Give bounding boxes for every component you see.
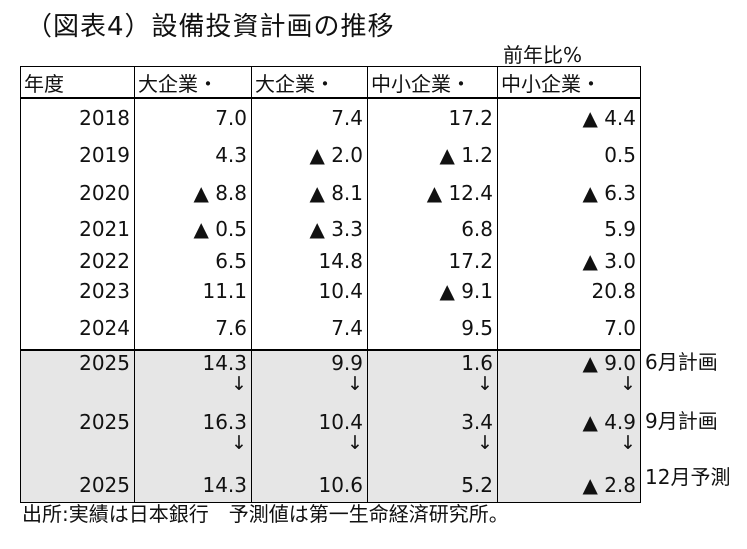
- down-arrow-icon: ↓: [231, 373, 247, 395]
- value-cell: ▲ 12.4: [367, 174, 498, 212]
- value-cell: ▲ 9.1: [367, 276, 498, 306]
- year-cell: 2024: [20, 306, 135, 351]
- value-cell: ▲ 1.2: [367, 136, 498, 174]
- value-cell: ▲ 6.3: [497, 174, 641, 212]
- header-col-1: 大企業・: [134, 66, 252, 99]
- year-cell: 2020: [20, 174, 135, 212]
- value-cell: ▲ 4.9 ↓: [497, 410, 641, 468]
- value-cell: 10.4 ↓: [251, 410, 368, 468]
- value-cell: 9.5: [367, 306, 498, 351]
- table-row: 2022 6.5 14.8 17.2 ▲ 3.0: [20, 246, 641, 276]
- value-cell: 1.6 ↓: [367, 350, 498, 410]
- table-row: 2018 7.0 7.4 17.2 ▲ 4.4: [20, 98, 641, 136]
- value-cell: 3.4 ↓: [367, 410, 498, 468]
- year-cell: 2019: [20, 136, 135, 174]
- year-cell: 2021: [20, 212, 135, 246]
- header-year: 年度: [20, 66, 135, 99]
- value-cell: 10.4: [251, 276, 368, 306]
- value-cell: 9.9 ↓: [251, 350, 368, 410]
- value-cell: ▲ 2.0: [251, 136, 368, 174]
- header-row: 年度 大企業・ 大企業・ 中小企業・ 中小企業・: [20, 66, 641, 99]
- value-cell: 6.5: [134, 246, 252, 276]
- down-arrow-icon: ↓: [231, 432, 247, 454]
- value-cell: 6.8: [367, 212, 498, 246]
- down-arrow-icon: ↓: [477, 373, 493, 395]
- unit-label: 前年比%: [503, 43, 583, 67]
- source-note: 出所:実績は日本銀行 予測値は第一生命経済研究所。: [22, 502, 509, 526]
- down-arrow-icon: ↓: [347, 373, 363, 395]
- value-cell: 16.3 ↓: [134, 410, 252, 468]
- capex-table: 年度 大企業・ 大企業・ 中小企業・ 中小企業・ 2018 7.0 7.4 17…: [20, 66, 641, 503]
- figure-title: （図表4）設備投資計画の推移: [26, 12, 395, 42]
- value-cell: 7.0: [497, 306, 641, 351]
- value-cell: ▲ 0.5: [134, 212, 252, 246]
- value-cell: 11.1: [134, 276, 252, 306]
- table-row: 2024 7.6 7.4 9.5 7.0: [20, 306, 641, 351]
- year-cell: 2025: [20, 410, 135, 468]
- value-cell: 7.4: [251, 98, 368, 136]
- value-cell: ▲ 8.1: [251, 174, 368, 212]
- header-col-3: 中小企業・: [367, 66, 498, 99]
- value-cell: 4.3: [134, 136, 252, 174]
- value-cell: 20.8: [497, 276, 641, 306]
- value-cell: ▲ 4.4: [497, 98, 641, 136]
- value-cell: 7.6: [134, 306, 252, 351]
- forecast-row-december: 2025 14.3 10.6 5.2 ▲ 2.8: [20, 468, 641, 503]
- year-cell: 2018: [20, 98, 135, 136]
- value-cell: 5.9: [497, 212, 641, 246]
- down-arrow-icon: ↓: [477, 432, 493, 454]
- value-cell: 17.2: [367, 98, 498, 136]
- table-row: 2019 4.3 ▲ 2.0 ▲ 1.2 0.5: [20, 136, 641, 174]
- value-cell: 7.0: [134, 98, 252, 136]
- year-cell: 2025: [20, 350, 135, 410]
- table-row: 2023 11.1 10.4 ▲ 9.1 20.8: [20, 276, 641, 306]
- down-arrow-icon: ↓: [620, 432, 636, 454]
- plan-label-september: 9月計画: [645, 409, 718, 433]
- value-cell: 14.3 ↓: [134, 350, 252, 410]
- value-cell: ▲ 8.8: [134, 174, 252, 212]
- value-cell: 10.6: [251, 468, 368, 503]
- value-cell: ▲ 3.0: [497, 246, 641, 276]
- value-cell: 7.4: [251, 306, 368, 351]
- value-cell: ▲ 9.0 ↓: [497, 350, 641, 410]
- plan-row-june: 2025 14.3 ↓ 9.9 ↓ 1.6 ↓ ▲ 9.0 ↓: [20, 350, 641, 410]
- plan-row-september: 2025 16.3 ↓ 10.4 ↓ 3.4 ↓ ▲ 4.9 ↓: [20, 410, 641, 468]
- year-cell: 2023: [20, 276, 135, 306]
- value-cell: 14.8: [251, 246, 368, 276]
- year-cell: 2022: [20, 246, 135, 276]
- year-cell: 2025: [20, 468, 135, 503]
- value-cell: 17.2: [367, 246, 498, 276]
- down-arrow-icon: ↓: [620, 373, 636, 395]
- value-cell: 14.3: [134, 468, 252, 503]
- forecast-label-december: 12月予測: [645, 465, 731, 489]
- value-cell: ▲ 3.3: [251, 212, 368, 246]
- plan-label-june: 6月計画: [645, 350, 718, 374]
- header-col-2: 大企業・: [251, 66, 368, 99]
- down-arrow-icon: ↓: [347, 432, 363, 454]
- table-row: 2021 ▲ 0.5 ▲ 3.3 6.8 5.9: [20, 212, 641, 246]
- value-cell: 0.5: [497, 136, 641, 174]
- table-row: 2020 ▲ 8.8 ▲ 8.1 ▲ 12.4 ▲ 6.3: [20, 174, 641, 212]
- header-col-4: 中小企業・: [497, 66, 641, 99]
- value-cell: 5.2: [367, 468, 498, 503]
- value-cell: ▲ 2.8: [497, 468, 641, 503]
